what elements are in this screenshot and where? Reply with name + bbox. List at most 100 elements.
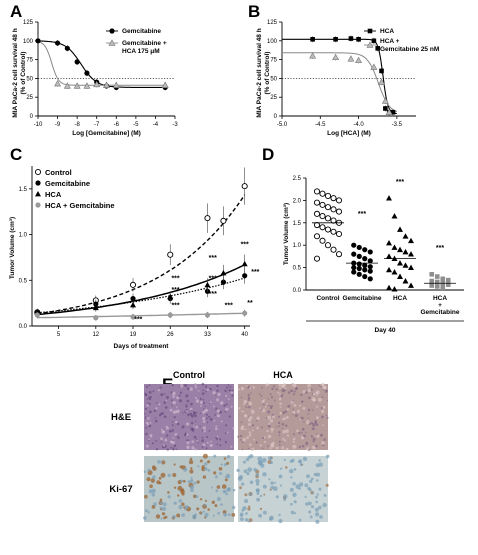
texture-dot <box>202 475 207 479</box>
texture-dot <box>212 405 215 408</box>
texture-dot <box>315 512 320 517</box>
texture-dot <box>255 441 258 444</box>
texture-dot <box>243 400 248 404</box>
texture-dot <box>186 445 190 449</box>
data-point <box>319 224 326 231</box>
data-point <box>386 195 392 201</box>
texture-dot <box>298 482 304 487</box>
texture-dot <box>251 424 255 427</box>
legend-marker <box>34 168 42 176</box>
texture-dot <box>186 422 190 426</box>
texture-dot <box>284 387 287 390</box>
texture-dot <box>206 441 209 444</box>
texture-dot <box>181 492 185 496</box>
texture-dot <box>293 390 296 393</box>
data-point <box>362 273 368 280</box>
texture-dot <box>173 416 176 419</box>
texture-dot <box>272 486 278 491</box>
texture-dot <box>164 406 168 409</box>
texture-dot <box>209 388 212 391</box>
texture-dot <box>197 390 200 392</box>
texture-dot <box>281 423 285 426</box>
data-point <box>367 249 373 255</box>
y-tick-label: 1.0 <box>19 233 28 239</box>
significance-label: *** <box>171 287 179 294</box>
texture-dot <box>271 413 274 416</box>
data-point <box>167 251 174 258</box>
data-point <box>429 283 435 288</box>
legend-marker-combo <box>366 41 374 48</box>
texture-dot <box>224 389 227 392</box>
texture-dot <box>279 396 282 399</box>
texture-dot <box>207 508 210 511</box>
texture-dot <box>182 479 186 483</box>
category-label: Control <box>316 295 339 302</box>
fit-curve <box>37 277 245 314</box>
texture-dot <box>195 420 197 422</box>
texture-dot <box>230 391 234 394</box>
texture-dot <box>215 489 219 493</box>
texture-dot <box>292 433 295 436</box>
texture-dot <box>263 440 266 444</box>
texture-dot <box>189 457 193 461</box>
y-tick-label: 125 <box>267 20 278 26</box>
texture-dot <box>325 483 329 487</box>
texture-dot <box>195 495 199 499</box>
texture-dot <box>290 503 293 506</box>
texture-dot <box>154 419 158 423</box>
texture-dot <box>281 427 283 430</box>
texture-dot <box>262 403 265 406</box>
texture-dot <box>209 443 213 448</box>
texture-dot <box>245 406 248 408</box>
texture-dot <box>173 444 177 448</box>
texture-dot <box>283 498 287 502</box>
texture-dot <box>205 408 208 411</box>
texture-dot <box>172 395 175 398</box>
texture-dot <box>225 424 228 427</box>
texture-dot <box>204 499 208 502</box>
texture-dot <box>296 429 299 433</box>
texture-dot <box>290 389 293 393</box>
texture-dot <box>323 438 327 441</box>
texture-dot <box>279 402 282 406</box>
texture-dot <box>173 486 177 489</box>
texture-dot <box>187 413 190 417</box>
texture-dot <box>228 415 231 418</box>
texture-dot <box>151 505 156 509</box>
texture-dot <box>279 484 282 487</box>
texture-dot <box>192 515 197 520</box>
x-tick-label: -3.5 <box>392 122 403 128</box>
texture-dot <box>152 465 156 469</box>
texture-dot <box>155 448 159 451</box>
texture-dot <box>219 444 222 447</box>
data-point <box>348 36 354 41</box>
texture-dot <box>249 454 254 459</box>
texture-dot <box>279 412 282 415</box>
texture-dot <box>238 407 241 410</box>
texture-dot <box>322 385 327 390</box>
texture-dot <box>247 418 252 422</box>
texture-dot <box>279 467 283 470</box>
texture-dot <box>202 443 206 447</box>
x-tick-label: 12 <box>92 332 99 338</box>
texture-dot <box>175 420 178 424</box>
texture-dot <box>290 510 295 515</box>
texture-dot <box>147 423 150 426</box>
texture-dot <box>226 431 229 434</box>
texture-dot <box>286 434 289 437</box>
panel-letter-c: C <box>10 145 22 164</box>
y-tick-label: 0.0 <box>293 288 302 294</box>
data-point <box>324 215 332 222</box>
y-tick-label: 25 <box>26 95 33 101</box>
texture-dot <box>185 405 188 408</box>
texture-dot <box>166 448 169 451</box>
data-point <box>319 237 326 244</box>
x-tick-label: -4.5 <box>315 122 326 128</box>
texture-dot <box>205 413 208 416</box>
texture-dot <box>278 434 281 437</box>
significance-label: *** <box>134 316 142 323</box>
texture-dot <box>267 415 271 420</box>
texture-dot <box>260 460 263 463</box>
texture-dot <box>210 486 213 489</box>
legend-marker-combo <box>108 39 116 46</box>
